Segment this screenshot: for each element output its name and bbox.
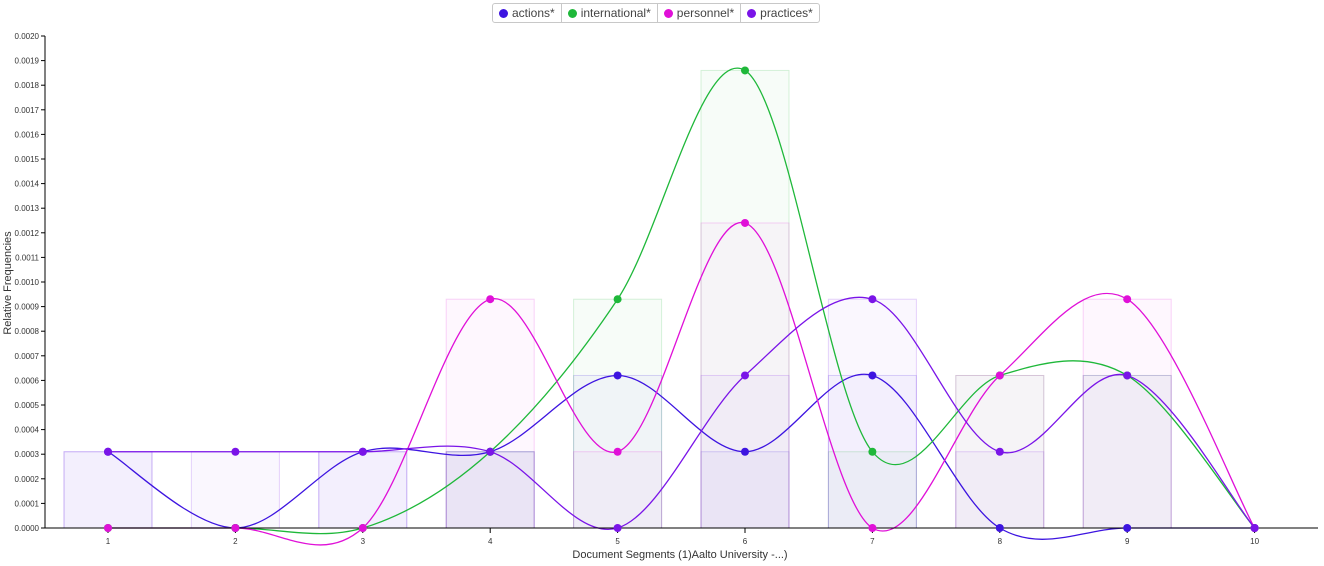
x-tick-label: 3 [361, 537, 366, 546]
point-personnel-6[interactable] [741, 218, 749, 227]
point-practices-6[interactable] [741, 371, 749, 380]
y-axis-label: Relative Frequencies [2, 231, 14, 335]
point-actions-5[interactable] [613, 371, 622, 380]
point-personnel-7[interactable] [868, 524, 877, 532]
point-international-5[interactable] [613, 295, 622, 304]
point-personnel-2[interactable] [231, 524, 240, 532]
bar-practices-8 [955, 451, 1045, 529]
legend: actions* international* personnel* pract… [492, 3, 820, 23]
y-tick-label: 0.0019 [15, 57, 40, 66]
legend-label-practices: practices* [760, 6, 813, 20]
y-tick-label: 0.0003 [15, 450, 40, 459]
y-tick-label: 0.0001 [15, 499, 40, 508]
legend-item-international[interactable]: international* [562, 4, 658, 22]
x-tick-label: 7 [870, 537, 875, 546]
y-tick-label: 0.0004 [15, 426, 40, 435]
x-tick-label: 4 [488, 537, 493, 546]
bar-personnel-5 [573, 451, 663, 529]
legend-swatch-international [567, 8, 577, 18]
legend-label-actions: actions* [512, 6, 555, 20]
y-tick-label: 0.0018 [15, 81, 40, 90]
y-tick-label: 0.0010 [15, 278, 40, 287]
point-practices-1[interactable] [104, 447, 112, 456]
point-practices-5[interactable] [613, 524, 622, 532]
legend-swatch-actions [499, 8, 508, 18]
point-practices-7[interactable] [868, 295, 877, 304]
point-actions-6[interactable] [741, 447, 749, 456]
point-practices-10[interactable] [1250, 524, 1259, 532]
point-international-6[interactable] [741, 66, 749, 75]
x-tick-label: 9 [1125, 537, 1130, 546]
point-practices-3[interactable] [358, 447, 367, 456]
point-actions-9[interactable] [1123, 524, 1132, 532]
point-personnel-4[interactable] [486, 295, 495, 304]
x-tick-label: 5 [615, 537, 620, 546]
series-line-actions [107, 373, 1255, 540]
x-tick-label: 10 [1250, 537, 1259, 546]
y-tick-label: 0.0015 [15, 155, 40, 164]
legend-label-international: international* [580, 6, 651, 20]
legend-item-actions[interactable]: actions* [493, 4, 562, 22]
point-personnel-9[interactable] [1123, 295, 1132, 304]
x-tick-label: 2 [233, 537, 238, 546]
x-tick-label: 1 [106, 537, 111, 546]
series-line-international [108, 67, 1256, 535]
y-tick-label: 0.0017 [15, 106, 40, 115]
point-practices-4[interactable] [486, 447, 495, 456]
y-tick-label: 0.0009 [15, 303, 40, 312]
legend-item-practices[interactable]: practices* [741, 4, 819, 22]
y-tick-label: 0.0014 [15, 180, 40, 189]
point-practices-9[interactable] [1123, 371, 1132, 380]
y-tick-label: 0.0013 [15, 204, 40, 213]
y-tick-label: 0.0016 [15, 130, 40, 139]
y-tick-label: 0.0005 [15, 401, 40, 410]
point-practices-2[interactable] [231, 447, 240, 456]
bar-practices-9 [1082, 374, 1172, 529]
point-personnel-8[interactable] [995, 371, 1004, 380]
bar-practices-4 [445, 451, 535, 529]
y-tick-label: 0.0012 [15, 229, 40, 238]
y-tick-label: 0.0007 [15, 352, 40, 361]
point-personnel-5[interactable] [613, 447, 622, 456]
series-line-personnel [108, 222, 1256, 546]
x-tick-label: 8 [998, 537, 1003, 546]
legend-swatch-personnel [663, 8, 673, 18]
x-axis-label: Document Segments (1)Aalto University -.… [572, 549, 787, 561]
legend-label-personnel: personnel* [676, 6, 735, 20]
y-tick-label: 0.0011 [15, 253, 39, 262]
y-tick-label: 0.0006 [15, 376, 40, 385]
y-tick-label: 0.0000 [15, 524, 40, 533]
point-personnel-3[interactable] [358, 524, 367, 532]
point-actions-7[interactable] [868, 371, 877, 380]
bar-practices-2 [190, 451, 280, 529]
point-actions-8[interactable] [995, 524, 1004, 532]
bar-practices-7 [827, 298, 917, 529]
point-personnel-1[interactable] [104, 524, 112, 532]
legend-item-personnel[interactable]: personnel* [658, 4, 742, 22]
bar-practices-1 [63, 451, 153, 529]
legend-swatch-practices [747, 8, 757, 18]
series-line-practices [107, 296, 1256, 531]
y-tick-label: 0.0020 [15, 32, 40, 41]
point-practices-8[interactable] [995, 447, 1004, 456]
point-international-7[interactable] [868, 447, 877, 456]
y-tick-label: 0.0002 [15, 475, 40, 484]
x-tick-label: 6 [743, 537, 748, 546]
y-tick-label: 0.0008 [15, 327, 40, 336]
